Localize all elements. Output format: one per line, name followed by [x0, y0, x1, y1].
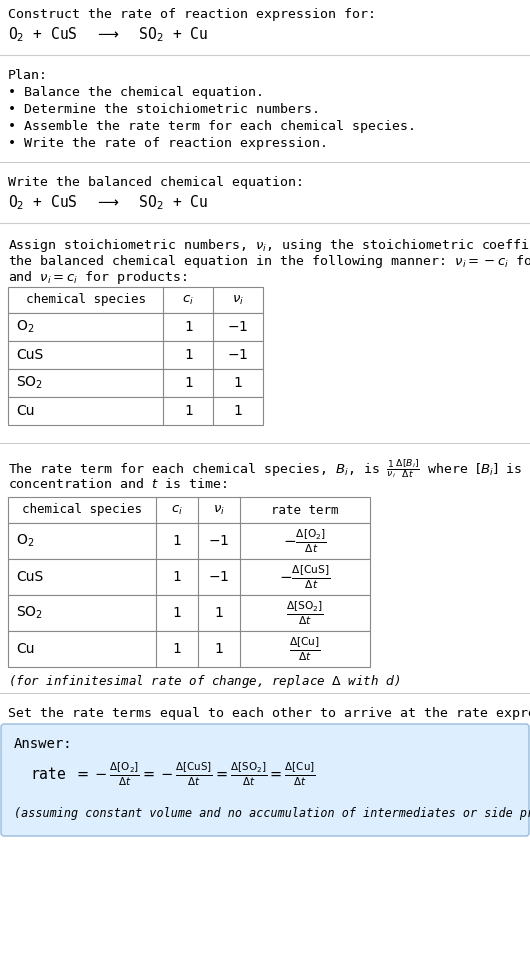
Text: $\nu_i$: $\nu_i$ — [232, 294, 244, 306]
Text: $1$: $1$ — [214, 606, 224, 620]
Text: chemical species: chemical species — [22, 504, 142, 516]
Text: Answer:: Answer: — [14, 737, 73, 751]
Text: CuS: CuS — [16, 348, 43, 362]
Text: $-1$: $-1$ — [208, 570, 229, 584]
Text: Plan:: Plan: — [8, 69, 48, 82]
Text: O$_2$ + CuS  $\longrightarrow$  SO$_2$ + Cu: O$_2$ + CuS $\longrightarrow$ SO$_2$ + C… — [8, 25, 208, 44]
Bar — [8, 497, 370, 523]
Text: and $\nu_i = c_i$ for products:: and $\nu_i = c_i$ for products: — [8, 269, 187, 286]
Text: 1: 1 — [184, 348, 192, 362]
Bar — [8, 631, 370, 667]
Text: $-1$: $-1$ — [227, 348, 249, 362]
Text: rate $= -\frac{\Delta[\mathrm{O_2}]}{\Delta t} = -\frac{\Delta[\mathrm{CuS}]}{\D: rate $= -\frac{\Delta[\mathrm{O_2}]}{\De… — [30, 761, 315, 789]
FancyBboxPatch shape — [1, 724, 529, 836]
Text: (assuming constant volume and no accumulation of intermediates or side products): (assuming constant volume and no accumul… — [14, 807, 530, 820]
Text: $c_i$: $c_i$ — [182, 294, 194, 306]
Bar — [8, 341, 263, 369]
Text: $1$: $1$ — [233, 376, 243, 390]
Bar — [8, 287, 263, 313]
Text: (for infinitesimal rate of change, replace $\Delta$ with $d$): (for infinitesimal rate of change, repla… — [8, 673, 400, 690]
Text: $\frac{\Delta[\mathrm{SO_2}]}{\Delta t}$: $\frac{\Delta[\mathrm{SO_2}]}{\Delta t}$ — [286, 599, 324, 627]
Text: • Assemble the rate term for each chemical species.: • Assemble the rate term for each chemic… — [8, 120, 416, 133]
Text: SO$_2$: SO$_2$ — [16, 605, 43, 621]
Text: Assign stoichiometric numbers, $\nu_i$, using the stoichiometric coefficients, $: Assign stoichiometric numbers, $\nu_i$, … — [8, 237, 530, 254]
Text: $1$: $1$ — [233, 404, 243, 418]
Text: Cu: Cu — [16, 404, 34, 418]
Bar — [8, 523, 370, 559]
Text: Write the balanced chemical equation:: Write the balanced chemical equation: — [8, 176, 304, 189]
Text: concentration and $t$ is time:: concentration and $t$ is time: — [8, 477, 227, 491]
Bar — [8, 313, 263, 341]
Text: $-1$: $-1$ — [227, 320, 249, 334]
Text: $c_i$: $c_i$ — [171, 504, 183, 516]
Bar — [8, 369, 263, 397]
Text: $-\frac{\Delta[\mathrm{O_2}]}{\Delta t}$: $-\frac{\Delta[\mathrm{O_2}]}{\Delta t}$ — [283, 527, 327, 554]
Text: 1: 1 — [173, 642, 181, 656]
Text: the balanced chemical equation in the following manner: $\nu_i = -c_i$ for react: the balanced chemical equation in the fo… — [8, 253, 530, 270]
Text: 1: 1 — [173, 534, 181, 548]
Bar — [8, 559, 370, 595]
Text: $\frac{\Delta[\mathrm{Cu}]}{\Delta t}$: $\frac{\Delta[\mathrm{Cu}]}{\Delta t}$ — [289, 635, 321, 663]
Text: • Write the rate of reaction expression.: • Write the rate of reaction expression. — [8, 137, 328, 150]
Text: Cu: Cu — [16, 642, 34, 656]
Text: O$_2$: O$_2$ — [16, 319, 34, 335]
Text: • Balance the chemical equation.: • Balance the chemical equation. — [8, 86, 264, 99]
Text: 1: 1 — [184, 376, 192, 390]
Text: Construct the rate of reaction expression for:: Construct the rate of reaction expressio… — [8, 8, 376, 21]
Text: The rate term for each chemical species, $B_i$, is $\frac{1}{\nu_i}\frac{\Delta[: The rate term for each chemical species,… — [8, 457, 530, 480]
Text: chemical species: chemical species — [25, 294, 146, 306]
Text: 1: 1 — [173, 570, 181, 584]
Text: SO$_2$: SO$_2$ — [16, 375, 43, 391]
Text: • Determine the stoichiometric numbers.: • Determine the stoichiometric numbers. — [8, 103, 320, 116]
Text: 1: 1 — [184, 320, 192, 334]
Text: CuS: CuS — [16, 570, 43, 584]
Text: 1: 1 — [173, 606, 181, 620]
Text: $1$: $1$ — [214, 642, 224, 656]
Text: rate term: rate term — [271, 504, 339, 516]
Bar — [8, 595, 370, 631]
Text: O$_2$ + CuS  $\longrightarrow$  SO$_2$ + Cu: O$_2$ + CuS $\longrightarrow$ SO$_2$ + C… — [8, 193, 208, 212]
Text: Set the rate terms equal to each other to arrive at the rate expression:: Set the rate terms equal to each other t… — [8, 707, 530, 720]
Text: 1: 1 — [184, 404, 192, 418]
Text: $-1$: $-1$ — [208, 534, 229, 548]
Text: $\nu_i$: $\nu_i$ — [213, 504, 225, 516]
Bar — [8, 397, 263, 425]
Text: O$_2$: O$_2$ — [16, 533, 34, 549]
Text: $-\frac{\Delta[\mathrm{CuS}]}{\Delta t}$: $-\frac{\Delta[\mathrm{CuS}]}{\Delta t}$ — [279, 563, 331, 590]
